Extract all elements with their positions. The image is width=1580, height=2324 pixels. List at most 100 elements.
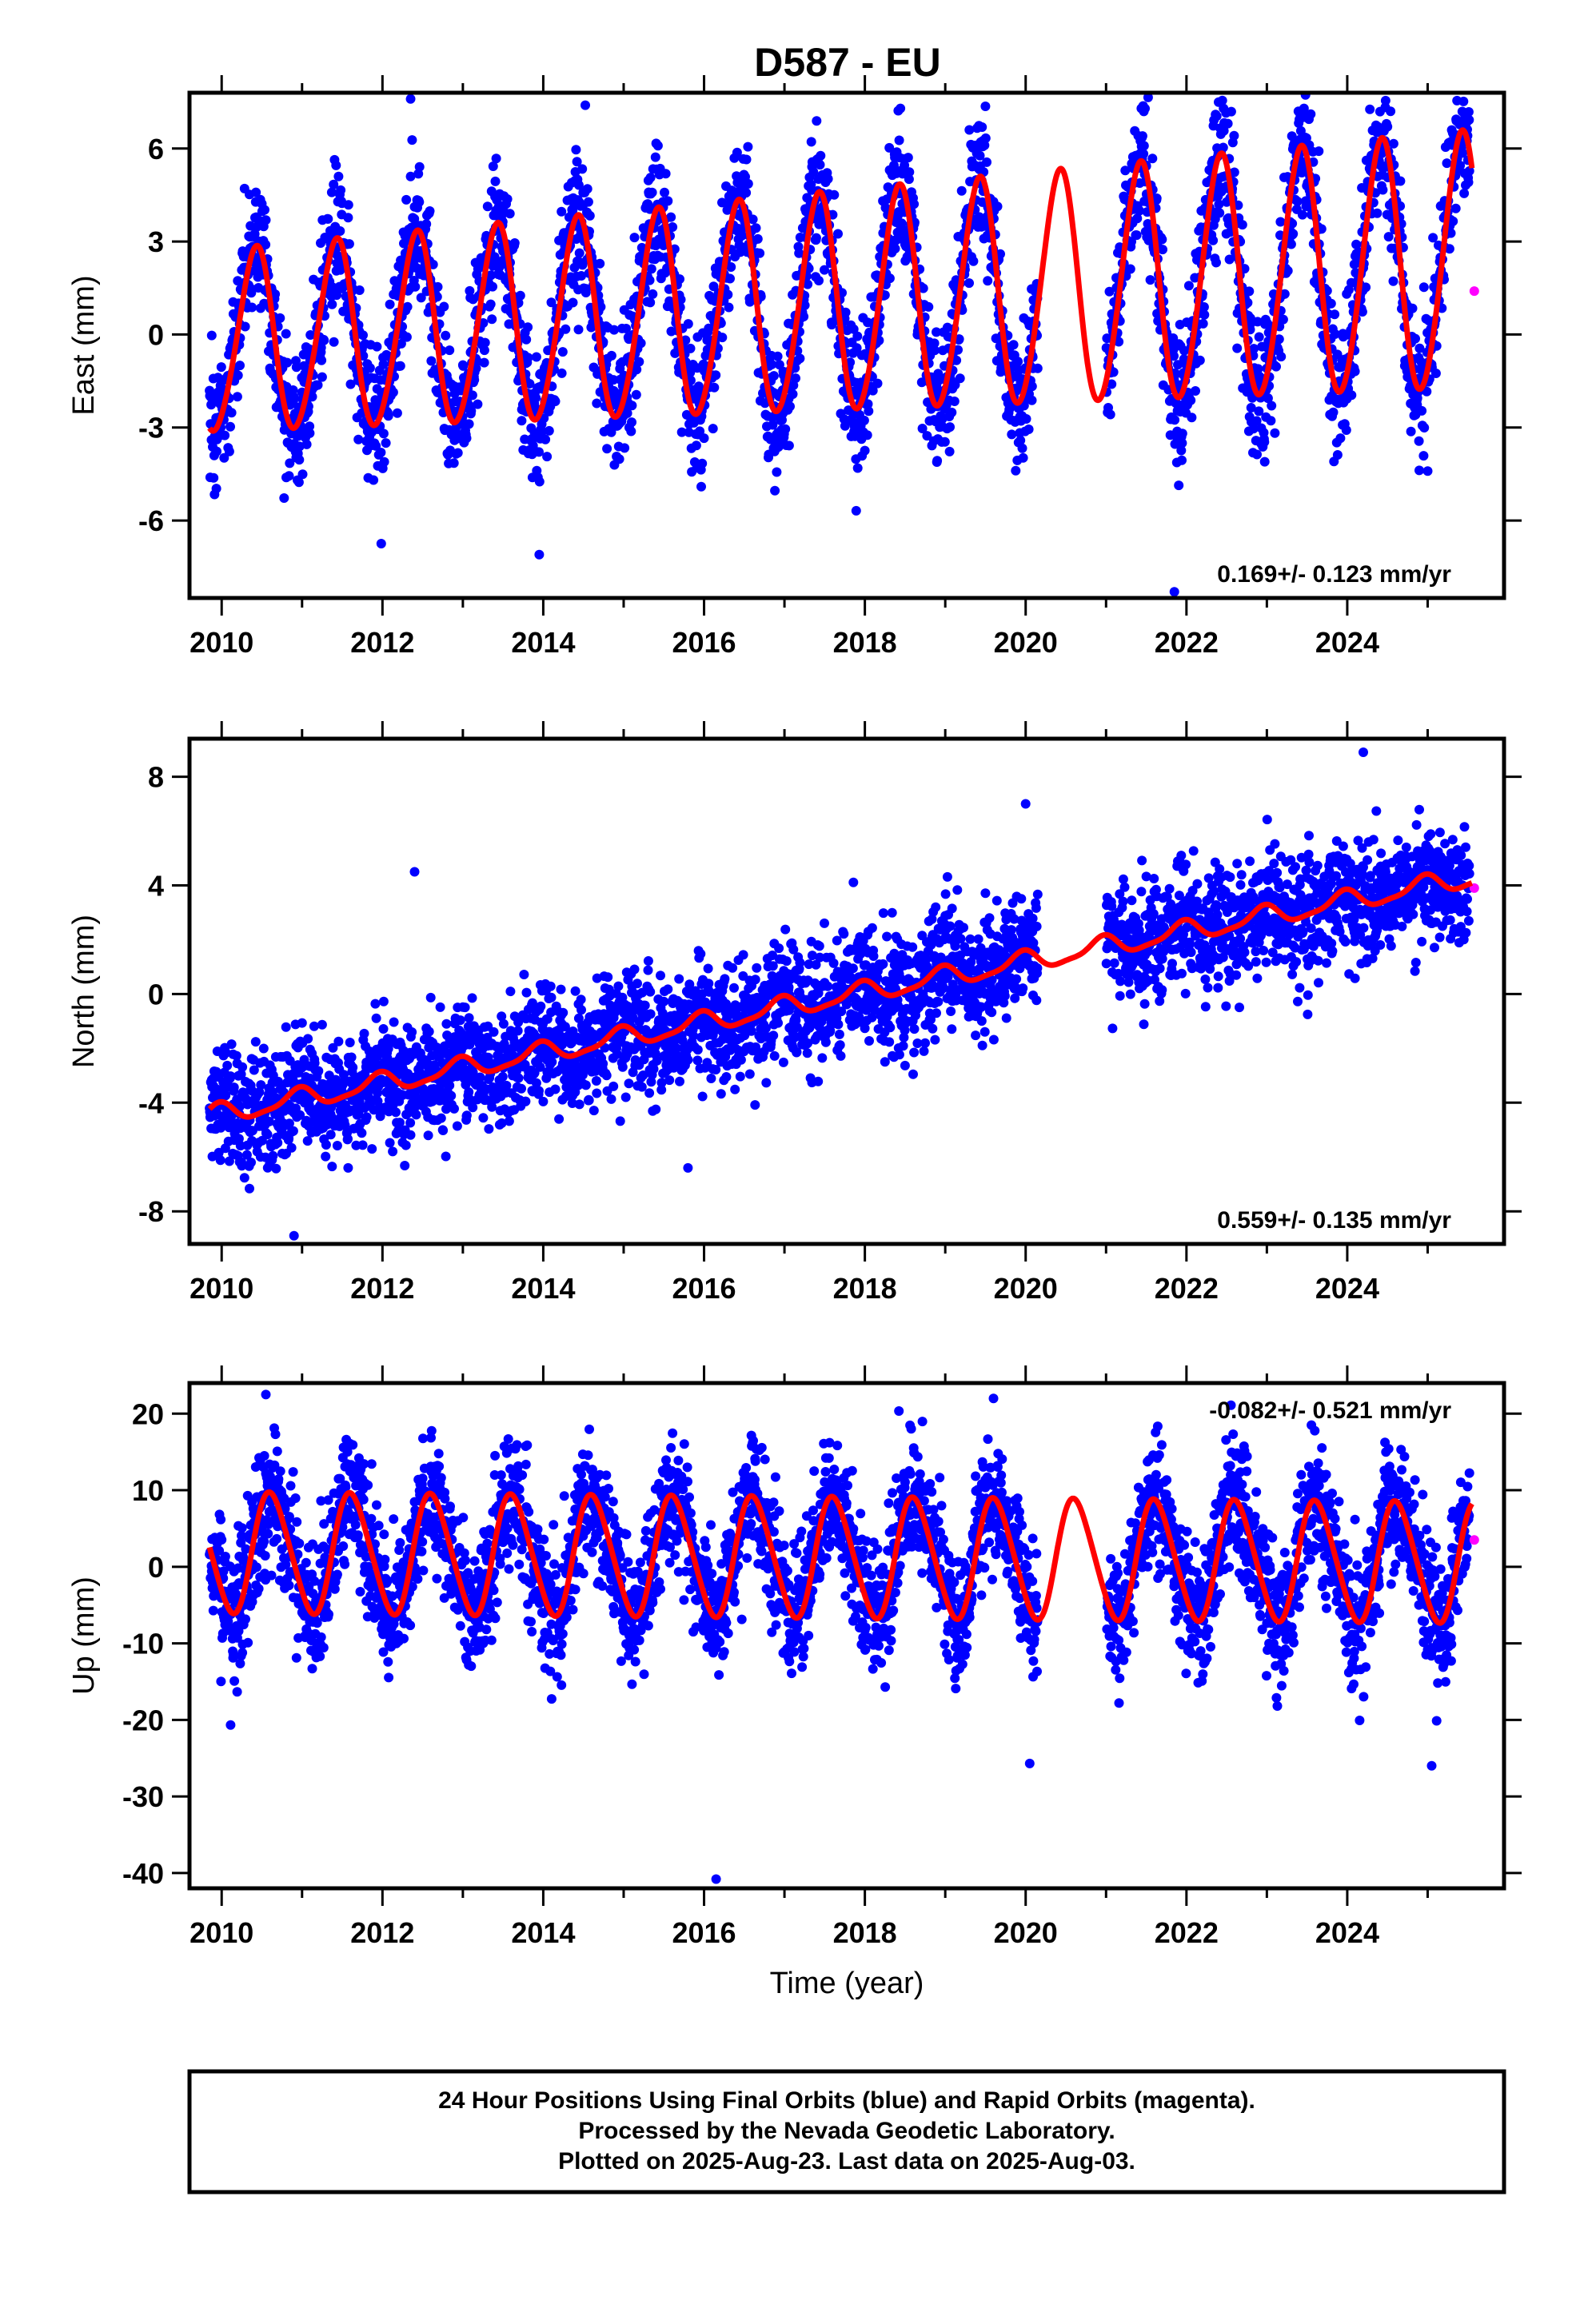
data-point bbox=[982, 157, 991, 167]
data-point bbox=[403, 302, 413, 312]
data-layer bbox=[205, 747, 1479, 1241]
data-point bbox=[401, 195, 411, 205]
data-point bbox=[613, 982, 623, 991]
data-point bbox=[1022, 414, 1031, 424]
data-point bbox=[551, 1085, 561, 1094]
data-point bbox=[1146, 275, 1155, 285]
data-point bbox=[327, 1162, 337, 1171]
data-point bbox=[1410, 334, 1420, 344]
data-point bbox=[385, 1138, 395, 1148]
y-tick-label: -6 bbox=[138, 504, 164, 537]
data-point bbox=[636, 338, 646, 348]
data-point bbox=[1027, 396, 1037, 405]
data-point bbox=[904, 153, 913, 162]
data-point bbox=[298, 469, 308, 479]
data-point bbox=[384, 1044, 393, 1054]
data-point bbox=[1298, 210, 1307, 220]
data-point bbox=[1287, 240, 1296, 249]
data-point bbox=[1157, 235, 1167, 245]
data-point bbox=[453, 1122, 462, 1131]
data-point bbox=[400, 1161, 409, 1170]
data-point bbox=[571, 987, 581, 996]
data-point bbox=[660, 188, 669, 197]
data-point bbox=[522, 988, 532, 998]
chart-title: D587 - EU bbox=[754, 40, 940, 85]
data-point bbox=[480, 358, 489, 368]
data-point bbox=[788, 389, 798, 399]
data-point bbox=[401, 1141, 411, 1150]
data-point bbox=[653, 141, 663, 150]
data-point bbox=[1431, 369, 1441, 378]
data-point bbox=[743, 142, 752, 152]
data-point bbox=[904, 167, 914, 177]
data-point bbox=[1275, 217, 1285, 227]
data-point bbox=[583, 184, 592, 193]
data-point bbox=[365, 363, 375, 373]
data-point bbox=[723, 290, 732, 300]
data-point bbox=[439, 302, 449, 312]
data-point bbox=[584, 197, 593, 207]
data-point-outlier bbox=[534, 550, 544, 560]
data-point bbox=[441, 331, 450, 341]
data-point bbox=[964, 278, 974, 288]
data-point bbox=[393, 409, 402, 418]
data-point bbox=[615, 454, 624, 464]
data-point bbox=[260, 205, 269, 215]
data-point bbox=[425, 206, 435, 216]
data-point bbox=[1015, 436, 1025, 445]
data-point bbox=[575, 249, 585, 258]
data-point bbox=[1199, 310, 1209, 320]
data-point bbox=[686, 344, 696, 353]
data-point bbox=[446, 1091, 456, 1101]
data-point bbox=[462, 433, 472, 443]
data-point bbox=[575, 1099, 585, 1109]
data-point bbox=[1414, 436, 1424, 446]
data-point bbox=[602, 1070, 612, 1080]
data-point bbox=[640, 1001, 650, 1011]
data-point bbox=[1178, 429, 1187, 438]
data-point bbox=[598, 1059, 608, 1069]
data-point bbox=[1184, 281, 1194, 290]
data-point bbox=[547, 1057, 557, 1066]
data-point bbox=[724, 303, 734, 313]
data-point bbox=[519, 970, 529, 979]
data-point bbox=[571, 145, 581, 154]
data-point bbox=[624, 1078, 634, 1088]
data-point bbox=[491, 177, 501, 186]
data-point bbox=[425, 1026, 434, 1036]
data-point bbox=[407, 135, 417, 145]
data-point bbox=[742, 155, 752, 165]
x-tick-label: 2010 bbox=[190, 626, 253, 659]
data-point bbox=[237, 1062, 247, 1072]
data-point bbox=[220, 431, 229, 440]
data-point bbox=[396, 361, 405, 371]
data-point bbox=[1288, 229, 1298, 239]
data-point bbox=[1418, 451, 1428, 460]
data-point bbox=[909, 199, 919, 209]
data-point bbox=[333, 1037, 343, 1046]
data-point bbox=[577, 1005, 586, 1015]
data-point bbox=[389, 1018, 399, 1027]
data-point bbox=[1187, 413, 1196, 422]
data-point bbox=[216, 1155, 225, 1165]
data-point bbox=[414, 197, 424, 207]
data-point bbox=[464, 1087, 473, 1097]
data-point bbox=[945, 447, 955, 456]
data-point bbox=[1389, 277, 1398, 286]
data-point bbox=[245, 1184, 254, 1194]
data-point bbox=[453, 448, 463, 458]
data-point bbox=[410, 282, 420, 292]
data-point bbox=[1459, 189, 1469, 198]
data-point bbox=[770, 486, 780, 496]
data-point bbox=[521, 335, 531, 345]
data-point bbox=[499, 1019, 509, 1029]
data-point bbox=[896, 104, 905, 114]
data-point bbox=[545, 426, 554, 436]
data-point bbox=[426, 993, 436, 1003]
data-point bbox=[1186, 396, 1195, 405]
data-point bbox=[1019, 453, 1028, 463]
data-point bbox=[814, 276, 824, 285]
data-point bbox=[1335, 433, 1345, 443]
data-point bbox=[945, 422, 955, 432]
data-point bbox=[1177, 438, 1187, 448]
